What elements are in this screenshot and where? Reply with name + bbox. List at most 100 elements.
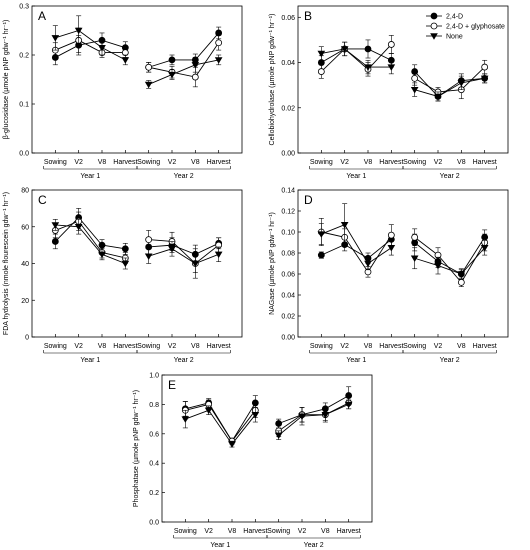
data-point xyxy=(298,413,306,420)
data-point xyxy=(215,39,223,47)
x-tick-label-e: V2 xyxy=(298,528,307,535)
data-point xyxy=(434,93,442,101)
x-tick-label-b: V2 xyxy=(434,159,443,166)
series-line xyxy=(55,39,126,53)
data-point xyxy=(481,63,489,71)
data-point xyxy=(214,251,223,259)
data-point xyxy=(98,251,106,259)
x-tick-label-c: V8 xyxy=(191,343,200,350)
legend-marker xyxy=(430,12,438,20)
series-line xyxy=(55,216,126,250)
x-tick-label-a: V8 xyxy=(98,159,107,166)
group-label-a: Year 1 xyxy=(80,173,100,180)
series-line xyxy=(148,248,219,265)
x-tick-label-c: V2 xyxy=(74,343,83,350)
series-line xyxy=(414,247,486,275)
series-line xyxy=(321,44,392,72)
x-tick-label-a: Sowing xyxy=(44,159,67,166)
x-tick-label-c: Sowing xyxy=(44,343,67,350)
series-none-a xyxy=(51,15,223,89)
y-tick-label-e: 0.8 xyxy=(149,402,159,409)
panel-e: E 0.0 0.2 0.4 0.6 0.8 1.0 Phosphatase (µmole pN… xyxy=(133,373,373,549)
plot-frame-e xyxy=(161,374,373,523)
x-tick-label-a: Harvest xyxy=(113,159,137,166)
y-tick-label-d: 0.04 xyxy=(281,293,295,300)
legend-label-none: None xyxy=(446,34,463,41)
data-point xyxy=(387,245,396,252)
data-point xyxy=(121,260,130,268)
series-line xyxy=(148,32,220,68)
legend-label-24d: 2,4-D xyxy=(446,14,463,21)
series-line xyxy=(55,224,126,264)
data-point xyxy=(364,64,372,71)
data-point xyxy=(410,255,419,263)
data-point xyxy=(340,221,349,229)
x-tick-label-e: Sowing xyxy=(267,528,290,535)
data-point xyxy=(168,246,176,253)
x-tick-label-b: Sowing xyxy=(403,159,426,166)
series-none-e xyxy=(181,399,353,448)
data-point xyxy=(457,80,466,87)
y-tick-label-e: 0.2 xyxy=(149,490,159,497)
x-tick-label-a: V2 xyxy=(168,159,177,166)
y-tick-label-c: 40 xyxy=(21,261,29,268)
series-line xyxy=(185,403,256,442)
legend: 2,4-D 2,4-D + glyphosate None xyxy=(426,12,505,41)
series-none-d xyxy=(317,203,489,280)
y-tick-label-b: 0.06 xyxy=(281,15,295,22)
y-tick-label-e: 0.0 xyxy=(149,520,159,527)
data-point xyxy=(317,50,326,58)
group-label-b: Year 2 xyxy=(440,173,460,180)
x-tick-label-d: Sowing xyxy=(310,343,333,350)
series-line xyxy=(414,236,486,284)
y-tick-label-d: 0.08 xyxy=(281,251,295,258)
y-tick-label-a: 0.2 xyxy=(19,53,29,60)
data-point xyxy=(274,432,283,440)
x-tick-label-b: V8 xyxy=(457,159,466,166)
series-line xyxy=(148,59,219,85)
data-point xyxy=(121,49,129,56)
data-point xyxy=(480,245,489,252)
panel-letter-e: E xyxy=(168,378,176,392)
group-label-d: Year 2 xyxy=(440,357,460,364)
x-tick-label-e: Harvest xyxy=(243,528,267,535)
data-point xyxy=(344,401,353,409)
x-tick-label-c: Harvest xyxy=(207,343,231,350)
x-tick-label-e: V8 xyxy=(321,528,330,535)
x-tick-label-d: Harvest xyxy=(473,343,497,350)
data-point xyxy=(317,68,325,75)
data-point xyxy=(51,35,60,42)
y-axis-label-c: FDA hydrolysis (nmole flourescein gdw⁻¹ … xyxy=(3,192,10,335)
data-point xyxy=(191,73,199,81)
x-tick-label-e: V8 xyxy=(228,528,237,535)
x-tick-label-a: Harvest xyxy=(207,159,231,166)
panel-b: B 0.00 0.02 0.04 0.06 Cellobiohydrolase (µmol… xyxy=(269,5,509,180)
data-point xyxy=(340,46,349,53)
panel-d: D 0.00 0.02 0.04 0.06 0.08 0.10 0.12 0.14 NAGase … xyxy=(269,188,509,364)
data-point xyxy=(98,44,106,52)
x-tick-label-c: Harvest xyxy=(113,343,137,350)
data-point xyxy=(51,222,60,229)
series-line xyxy=(148,42,220,78)
group-label-c: Year 1 xyxy=(80,357,100,364)
series-line xyxy=(148,242,219,255)
y-axis-label-a: β-glucosidase (µmole pNP gdw⁻¹ hr⁻¹) xyxy=(3,20,10,140)
y-tick-label-a: 0.3 xyxy=(19,4,29,11)
x-tick-label-d: Sowing xyxy=(403,343,426,350)
group-label-c: Year 2 xyxy=(174,357,194,364)
y-tick-label-d: 0.14 xyxy=(281,188,295,195)
x-tick-label-d: V2 xyxy=(340,343,349,350)
series-24d-c xyxy=(51,208,223,264)
series-line xyxy=(321,231,392,273)
x-tick-label-d: Harvest xyxy=(379,343,403,350)
panel-c: C 0 20 40 60 80 FDA hydrolysis (nmole flouresc… xyxy=(3,188,243,364)
data-point xyxy=(144,81,153,89)
data-point xyxy=(387,64,396,71)
series-line xyxy=(414,237,486,275)
series-line xyxy=(278,395,349,424)
series-line xyxy=(278,403,349,436)
series-none-b xyxy=(317,41,489,102)
x-tick-label-c: V2 xyxy=(168,343,177,350)
group-label-d: Year 1 xyxy=(346,357,366,364)
